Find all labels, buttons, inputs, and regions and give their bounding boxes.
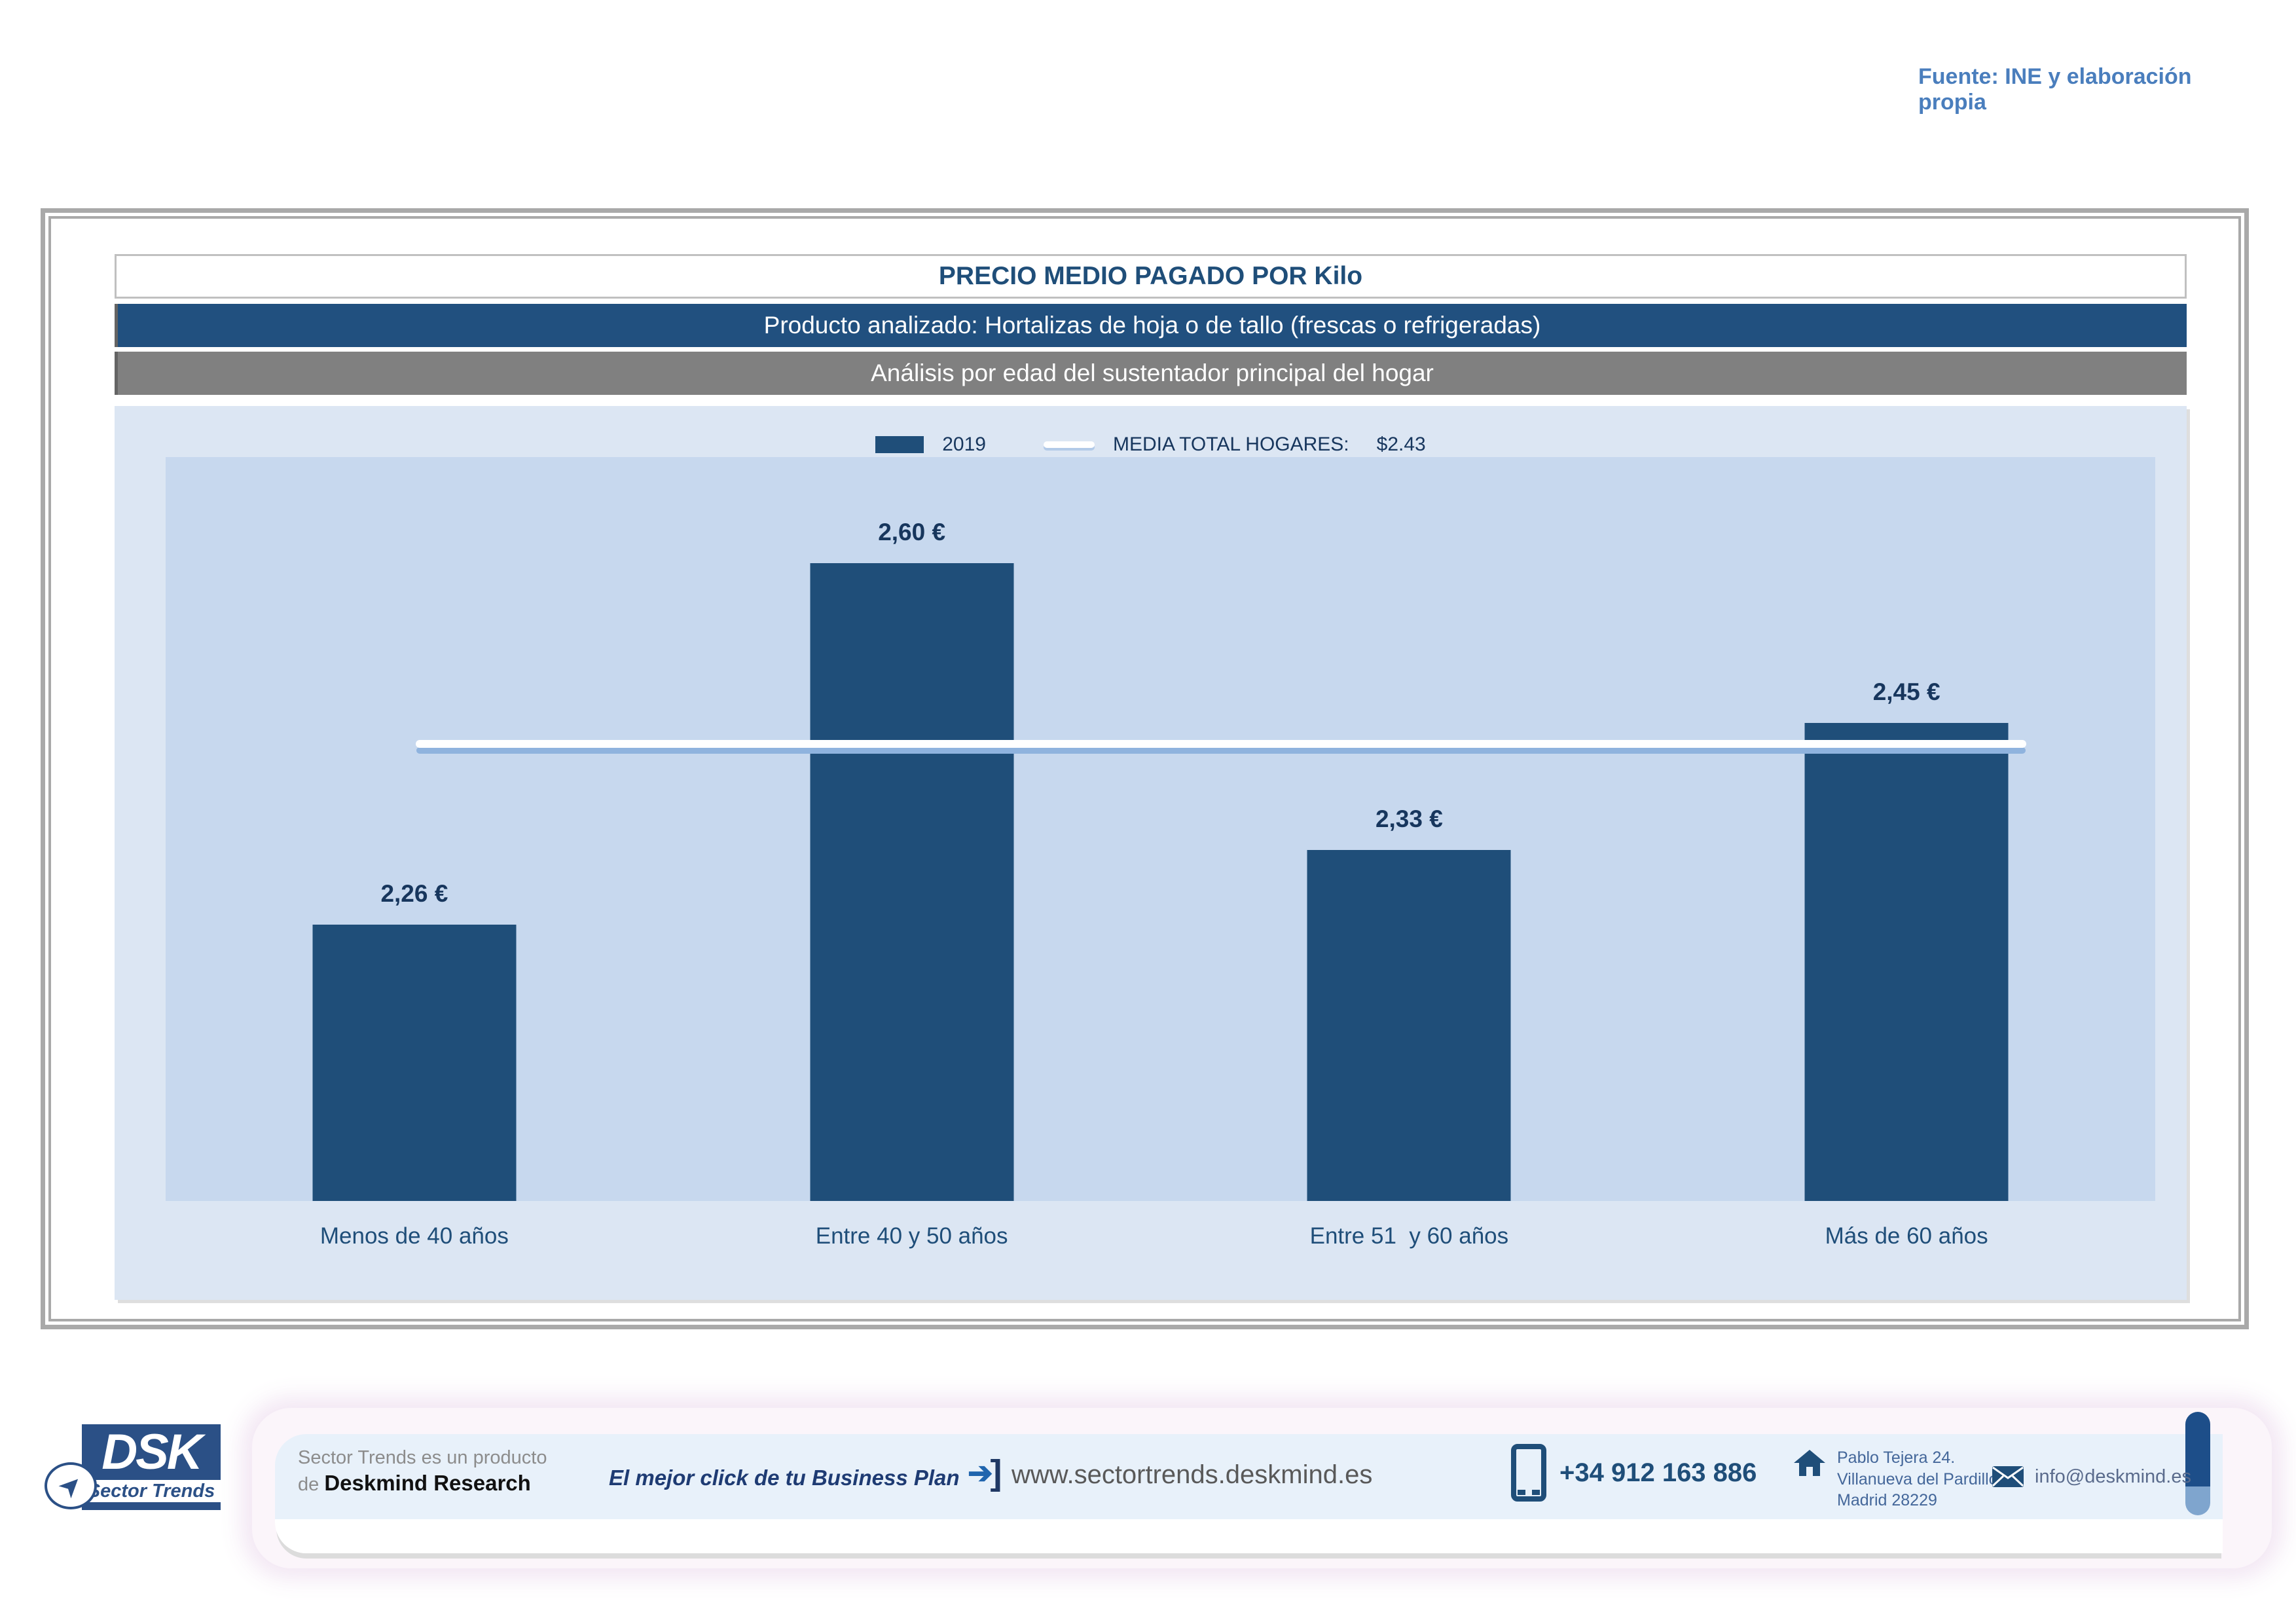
sector-trends-label: Sector Trends [87, 1480, 215, 1502]
forward-arrow-icon: ➔ [968, 1456, 993, 1490]
product-credit-line2: de Deskmind Research [298, 1469, 547, 1496]
envelope-icon [1992, 1466, 2024, 1487]
chart-title: PRECIO MEDIO PAGADO POR Kilo [115, 254, 2187, 299]
logo-underline [82, 1502, 221, 1510]
bar-51-60 [1307, 850, 1511, 1201]
x-axis-label: Entre 40 y 50 años [815, 1223, 1008, 1249]
plot-area: 2,26 € 2,60 € 2,33 € 2,45 € [166, 457, 2155, 1201]
tagline: El mejor click de tu Business Plan [609, 1466, 960, 1490]
deskmind-research-label: Deskmind Research [324, 1471, 531, 1496]
legend-media-line-swatch [1044, 441, 1095, 448]
x-axis-label: Más de 60 años [1825, 1223, 1988, 1249]
phone-number: +34 912 163 886 [1559, 1458, 1757, 1487]
bar-menos-40 [312, 925, 517, 1201]
footer-strip [275, 1434, 2223, 1553]
bar-group-mas-60: 2,45 € [1658, 457, 2155, 1201]
chart-header: PRECIO MEDIO PAGADO POR Kilo Producto an… [115, 254, 2187, 395]
address-contact: Pablo Tejera 24. Villanueva del Pardillo… [1793, 1447, 2002, 1511]
chart-area: 2019 MEDIA TOTAL HOGARES: $2.43 2,26 € 2… [115, 406, 2187, 1300]
email-contact[interactable]: info@deskmind.es [1992, 1466, 2191, 1488]
paper-plane-icon: ➤ [51, 1466, 90, 1505]
bar-mas-60 [1804, 723, 2009, 1201]
website-link[interactable]: www.sectortrends.deskmind.es [1011, 1460, 1373, 1489]
bar-group-40-50: 2,60 € [663, 457, 1161, 1201]
x-axis-labels: Menos de 40 años Entre 40 y 50 años Entr… [166, 1223, 2155, 1249]
address-line3: Madrid 28229 [1837, 1491, 1937, 1509]
phone-contact[interactable]: +34 912 163 886 [1511, 1444, 1757, 1502]
logo-ellipse: ➤ [45, 1462, 97, 1509]
website-arrow: ➔ ] [968, 1452, 1002, 1493]
home-icon [1794, 1450, 1825, 1476]
email-address: info@deskmind.es [2035, 1466, 2191, 1487]
x-axis-label: Menos de 40 años [319, 1223, 509, 1249]
address-line2: Villanueva del Pardillo. [1837, 1469, 2003, 1488]
bracket-icon: ] [990, 1453, 1002, 1492]
legend-media-value: $2.43 [1376, 434, 1426, 455]
x-axis-label: Entre 51 y 60 años [1309, 1223, 1509, 1249]
product-credit-line1: Sector Trends es un producto [298, 1447, 547, 1468]
bar-group-51-60: 2,33 € [1161, 457, 1658, 1201]
subtitle-product: Producto analizado: Hortalizas de hoja o… [115, 304, 2187, 347]
address-text: Pablo Tejera 24. Villanueva del Pardillo… [1837, 1447, 2002, 1511]
dsk-logo-text: DSK [101, 1424, 202, 1480]
footer-accent-bar [2185, 1412, 2210, 1515]
bar-value-label: 2,60 € [878, 519, 946, 545]
mean-reference-line [416, 740, 2026, 748]
chart-legend: 2019 MEDIA TOTAL HOGARES: $2.43 [115, 434, 2187, 456]
bar-value-label: 2,33 € [1375, 805, 1443, 832]
subtitle-analysis: Análisis por edad del sustentador princi… [115, 352, 2187, 395]
product-credit: Sector Trends es un producto de Deskmind… [298, 1446, 547, 1497]
legend-2019-label: 2019 [942, 434, 986, 455]
dsk-logo-box: DSK [82, 1424, 221, 1480]
legend-2019-swatch [875, 436, 924, 453]
phone-icon [1511, 1444, 1546, 1502]
bar-40-50 [810, 563, 1014, 1201]
sector-trends-band: Sector Trends [82, 1480, 221, 1502]
footer-strip-blue [275, 1434, 2223, 1519]
address-line1: Pablo Tejera 24. [1837, 1449, 1956, 1467]
product-credit-prefix: de [298, 1474, 325, 1496]
bar-group-menos-40: 2,26 € [166, 457, 663, 1201]
dsk-logo[interactable]: DSK Sector Trends ➤ [45, 1424, 221, 1513]
source-note: Fuente: INE y elaboración propia [1918, 64, 2192, 115]
bar-value-label: 2,26 € [380, 880, 448, 907]
legend-media-label: MEDIA TOTAL HOGARES: [1113, 434, 1349, 455]
footer-strip-white [275, 1519, 2223, 1553]
bar-value-label: 2,45 € [1872, 678, 1941, 705]
